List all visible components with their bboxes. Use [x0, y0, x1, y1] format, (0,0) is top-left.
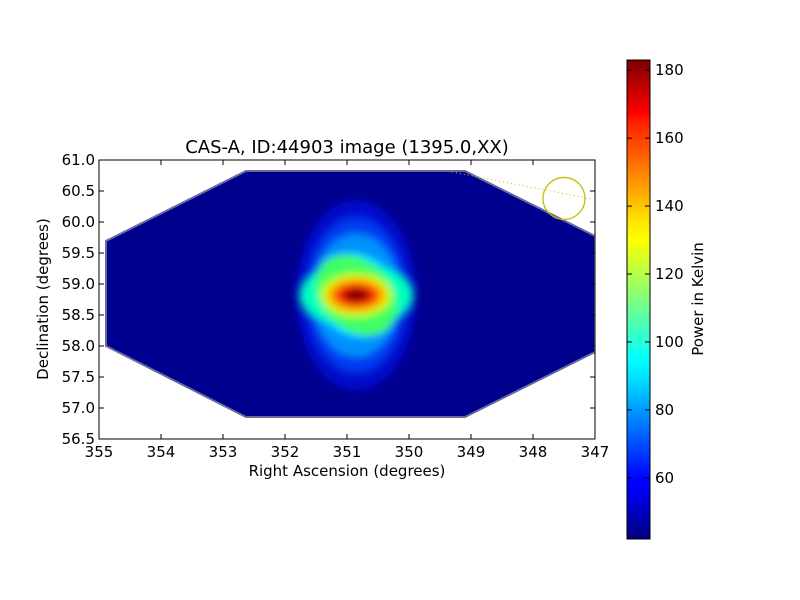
colorbar-tick-label: 100 [655, 333, 684, 351]
x-tick-label: 350 [395, 443, 424, 461]
y-tick-label: 56.5 [62, 430, 95, 448]
x-tick-label: 348 [519, 443, 548, 461]
y-tick-label: 58.5 [62, 306, 95, 324]
source-emission [296, 200, 417, 391]
y-tick-label: 60.0 [62, 213, 95, 231]
colorbar-label: Power in Kelvin [689, 242, 707, 356]
y-tick-label: 59.0 [62, 275, 95, 293]
y-axis-label: Declination (degrees) [34, 218, 52, 380]
x-axis-label: Right Ascension (degrees) [249, 462, 446, 480]
y-tick-label: 58.0 [62, 337, 95, 355]
x-tick-label: 349 [457, 443, 486, 461]
colorbar-tick-label: 180 [655, 61, 684, 79]
x-tick-label: 353 [209, 443, 238, 461]
plot-area [105, 170, 595, 418]
colorbar-ticks: 60 80 100 120 140 160 180 [627, 61, 684, 487]
colorbar-tick-label: 140 [655, 197, 684, 215]
colorbar-tick-label: 80 [655, 401, 674, 419]
colorbar-tick-label: 60 [655, 469, 674, 487]
x-tick-label: 347 [581, 443, 610, 461]
x-tick-label: 351 [333, 443, 362, 461]
y-tick-label: 59.5 [62, 244, 95, 262]
chart-title: CAS-A, ID:44903 image (1395.0,XX) [185, 137, 509, 158]
x-tick-label: 352 [271, 443, 300, 461]
colorbar-gradient [626, 59, 651, 540]
y-tick-label: 60.5 [62, 182, 95, 200]
x-tick-label: 354 [147, 443, 176, 461]
colorbar-tick-label: 160 [655, 129, 684, 147]
colorbar-tick-label: 120 [655, 265, 684, 283]
beam-marker [542, 176, 586, 221]
x-axis-ticks: 355 354 353 352 351 350 349 348 347 [85, 160, 610, 461]
y-axis-ticks: 56.5 57.0 57.5 58.0 58.5 59.0 59.5 60.0 60.5 61.0 [62, 151, 595, 448]
x-tick-label: 355 [85, 443, 114, 461]
y-tick-label: 57.0 [62, 399, 95, 417]
colorbar: 60 80 100 120 140 160 180 Power in Kelvin [626, 59, 707, 540]
y-tick-label: 61.0 [62, 151, 95, 169]
emission-contour-11 [345, 289, 368, 302]
y-tick-label: 57.5 [62, 368, 95, 386]
